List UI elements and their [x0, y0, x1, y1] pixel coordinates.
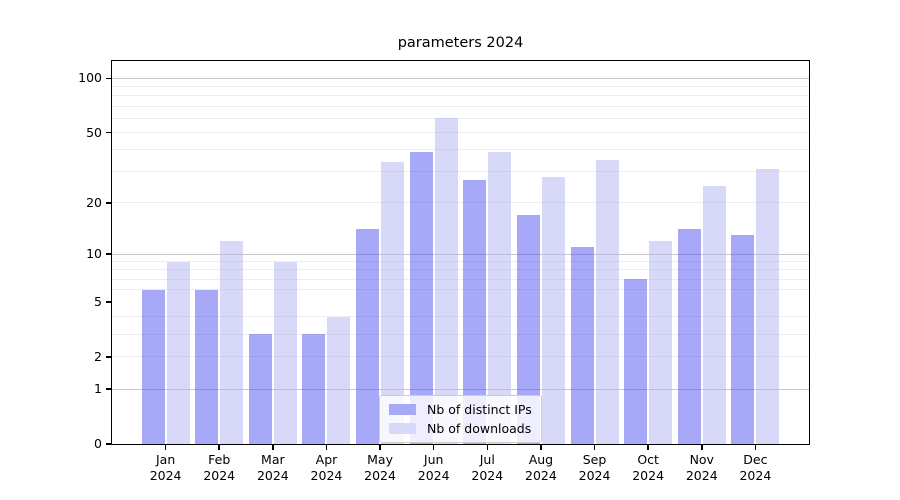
y-tick-mark	[106, 253, 111, 255]
y-tick-label: 2	[94, 348, 102, 364]
x-tick-label: Feb 2024	[203, 452, 236, 483]
minor-gridline	[112, 132, 809, 134]
minor-gridline	[112, 202, 809, 204]
y-tick-mark	[106, 443, 111, 445]
y-tick-mark	[106, 77, 111, 80]
minor-gridline	[112, 269, 809, 271]
x-tick-mark	[218, 445, 220, 450]
bar-jan-downloads	[166, 261, 190, 444]
y-tick-label: 5	[94, 294, 102, 310]
y-tick-label: 1	[94, 381, 102, 397]
x-tick-label: Aug 2024	[525, 452, 557, 483]
x-tick-mark	[701, 445, 703, 450]
bar-mar-downloads	[273, 261, 297, 444]
bar-mar-ips	[248, 334, 272, 444]
x-tick-label: Apr 2024	[310, 452, 343, 483]
x-tick-label: Mar 2024	[256, 452, 289, 483]
bar-aug-downloads	[541, 177, 565, 444]
x-tick-label: Jul 2024	[471, 452, 504, 483]
legend-swatch-distinct-ips	[389, 404, 416, 415]
bar-apr-ips	[302, 334, 326, 444]
y-tick-label: 0	[94, 436, 102, 451]
x-tick-label: Oct 2024	[632, 452, 665, 483]
x-tick-mark	[754, 445, 757, 450]
x-tick-mark	[272, 445, 274, 450]
bar-jun-downloads	[434, 118, 458, 444]
bar-feb-downloads	[220, 240, 244, 444]
minor-gridline	[112, 356, 809, 358]
minor-gridline	[112, 117, 809, 119]
x-tick-label: Nov 2024	[685, 452, 718, 483]
bar-nov-ips	[677, 229, 701, 444]
bar-may-downloads	[381, 162, 405, 444]
y-tick-label: 100	[78, 70, 102, 86]
bar-jul-ips	[463, 180, 487, 444]
x-tick-mark	[325, 445, 328, 450]
y-tick-mark	[106, 202, 111, 204]
major-gridline	[112, 388, 809, 390]
x-tick-label: Jan 2024	[149, 452, 182, 483]
x-tick-mark	[486, 445, 489, 450]
y-tick-label: 50	[86, 124, 102, 140]
bar-sep-downloads	[595, 160, 619, 444]
bar-feb-ips	[195, 289, 219, 444]
legend-row-distinct-ips: Nb of distinct IPs	[389, 402, 532, 417]
x-tick-mark	[647, 445, 649, 450]
chart-title: parameters 2024	[397, 35, 524, 51]
minor-gridline	[112, 289, 809, 291]
x-tick-label: Sep 2024	[578, 452, 611, 483]
legend-label-downloads: Nb of downloads	[427, 421, 532, 436]
minor-gridline	[112, 316, 809, 318]
bar-jul-downloads	[488, 151, 512, 444]
minor-gridline	[112, 105, 809, 107]
bar-dec-ips	[731, 234, 755, 444]
x-tick-mark	[164, 445, 167, 450]
minor-gridline	[112, 171, 809, 173]
x-tick-mark	[593, 445, 596, 450]
major-gridline	[112, 77, 809, 79]
x-tick-mark	[379, 445, 381, 450]
x-tick-label: Jun 2024	[417, 452, 450, 483]
major-gridline	[112, 253, 809, 255]
minor-gridline	[112, 149, 809, 151]
bar-may-ips	[356, 229, 380, 444]
bar-oct-downloads	[649, 240, 673, 444]
x-tick-mark	[540, 445, 542, 450]
y-tick-mark	[106, 131, 111, 134]
legend-label-distinct-ips: Nb of distinct IPs	[427, 402, 532, 417]
bar-oct-ips	[624, 279, 648, 444]
minor-gridline	[112, 86, 809, 88]
bar-nov-downloads	[702, 185, 726, 444]
bar-jan-ips	[141, 289, 165, 444]
legend: Nb of distinct IPs Nb of downloads	[379, 395, 542, 443]
y-tick-mark	[106, 301, 111, 303]
minor-gridline	[112, 95, 809, 97]
y-tick-mark	[106, 388, 111, 390]
minor-gridline	[112, 278, 809, 280]
y-tick-label: 10	[86, 246, 102, 262]
x-tick-label: May 2024	[364, 452, 396, 483]
bar-aug-ips	[516, 215, 540, 444]
legend-row-downloads: Nb of downloads	[389, 421, 532, 436]
plot-area	[112, 61, 809, 444]
bar-dec-downloads	[756, 169, 780, 444]
y-tick-mark	[106, 356, 111, 358]
x-tick-mark	[432, 445, 435, 450]
bar-jun-ips	[409, 151, 433, 444]
bar-sep-ips	[570, 247, 594, 444]
legend-swatch-downloads	[389, 423, 416, 434]
y-tick-label: 20	[86, 194, 102, 210]
minor-gridline	[112, 261, 809, 263]
x-tick-label: Dec 2024	[739, 452, 772, 483]
bar-apr-downloads	[327, 316, 351, 444]
minor-gridline	[112, 333, 809, 335]
